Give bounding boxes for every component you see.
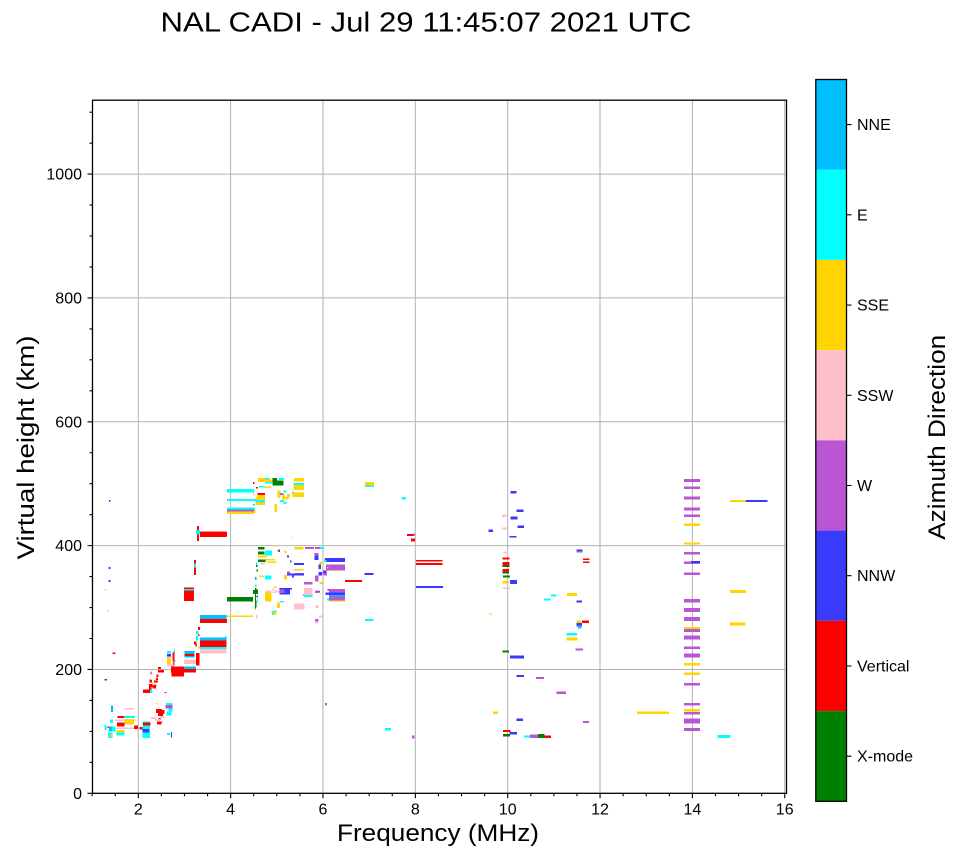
svg-text:12: 12 xyxy=(591,802,609,819)
svg-text:16: 16 xyxy=(776,802,794,819)
svg-text:NNW: NNW xyxy=(857,568,896,585)
svg-text:400: 400 xyxy=(55,538,82,555)
svg-text:NNE: NNE xyxy=(857,117,891,134)
svg-text:2: 2 xyxy=(134,802,143,819)
svg-text:10: 10 xyxy=(499,802,517,819)
svg-text:SSW: SSW xyxy=(857,388,894,405)
svg-text:NAL CADI - Jul 29 11:45:07 202: NAL CADI - Jul 29 11:45:07 2021 UTC xyxy=(161,6,692,37)
svg-text:800: 800 xyxy=(55,290,82,307)
svg-text:6: 6 xyxy=(319,802,328,819)
svg-text:0: 0 xyxy=(73,786,82,803)
svg-text:X-mode: X-mode xyxy=(857,749,913,766)
svg-text:SSE: SSE xyxy=(857,298,889,315)
svg-text:E: E xyxy=(857,207,868,224)
svg-text:4: 4 xyxy=(226,802,235,819)
svg-text:Virtual height (km): Virtual height (km) xyxy=(13,336,40,560)
svg-text:14: 14 xyxy=(684,802,702,819)
svg-text:200: 200 xyxy=(55,662,82,679)
svg-text:1000: 1000 xyxy=(46,167,82,184)
svg-text:W: W xyxy=(857,478,873,495)
svg-text:Azimuth Direction: Azimuth Direction xyxy=(924,335,951,540)
svg-text:Vertical: Vertical xyxy=(857,659,909,676)
svg-text:Frequency (MHz): Frequency (MHz) xyxy=(337,820,539,847)
svg-text:8: 8 xyxy=(411,802,420,819)
svg-text:600: 600 xyxy=(55,414,82,431)
